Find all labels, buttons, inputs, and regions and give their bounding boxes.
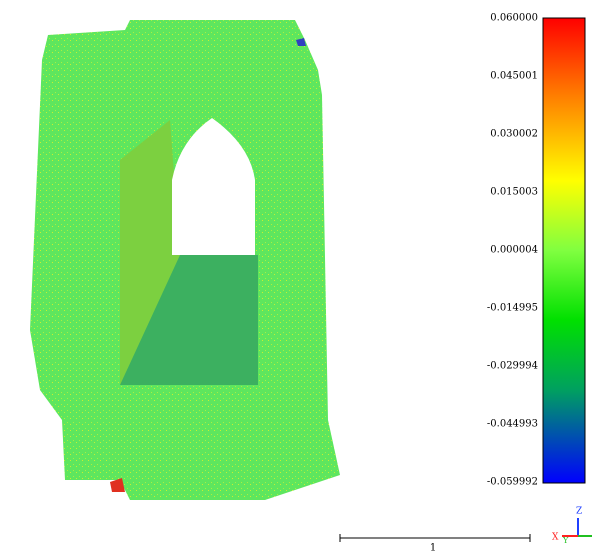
axis-gizmo: Z X Y (552, 507, 592, 545)
y-label: Y (562, 536, 569, 545)
point-cloud (30, 20, 340, 500)
color-scale-ticks: 0.060000 0.045001 0.030002 0.015003 0.000004… (487, 13, 538, 488)
z-label: Z (576, 507, 582, 517)
window-opening (172, 118, 255, 255)
red-spot (110, 478, 125, 492)
blue-spot (296, 38, 306, 46)
x-label: X (552, 533, 559, 543)
color-scale-label: -0.044993 (487, 419, 538, 430)
color-scale-label: -0.059992 (487, 477, 538, 488)
reveal (120, 120, 180, 385)
color-scale-bar (542, 17, 586, 484)
color-scale-label: -0.029994 (487, 361, 538, 372)
color-scale-label: 0.045001 (490, 71, 538, 82)
color-scale-label: 0.015003 (490, 187, 538, 198)
color-scale-label: 0.060000 (490, 13, 538, 24)
scale-bar-label: 1 (430, 543, 436, 554)
color-scale-label: 0.000004 (490, 245, 538, 256)
color-scale-label: -0.014995 (487, 303, 538, 314)
color-scale-label: 0.030002 (490, 129, 538, 140)
